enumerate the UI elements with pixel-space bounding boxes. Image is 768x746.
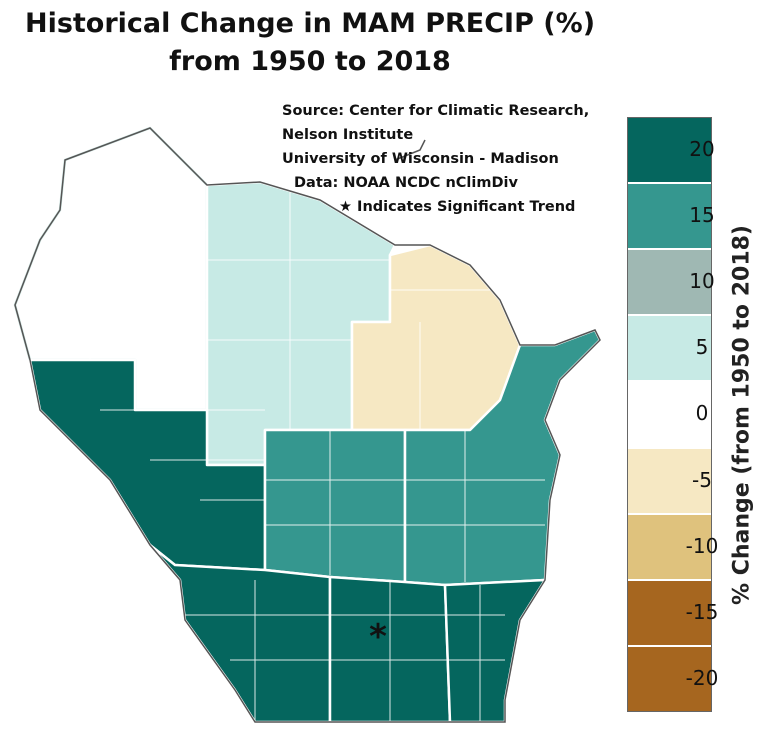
legend-label: 10 (689, 269, 715, 294)
legend-swatch (628, 646, 711, 711)
legend-swatch (628, 184, 711, 251)
legend-swatch (628, 250, 711, 317)
legend-label: -5 (692, 467, 712, 492)
state-outline (14, 127, 601, 723)
title-line-2: from 1950 to 2018 (169, 46, 451, 77)
legend-label: 15 (689, 203, 715, 228)
source-line-4: Data: NOAA NCDC nClimDiv (294, 175, 518, 191)
legend-label: 5 (695, 335, 709, 360)
legend-label: -10 (685, 533, 719, 558)
legend-swatch (628, 382, 711, 449)
significant-trend-star-icon: * (369, 617, 387, 657)
legend-swatch (628, 514, 711, 581)
source-line-2: Nelson Institute (282, 127, 414, 143)
title-line-1: Historical Change in MAM PRECIP (%) (24, 8, 596, 39)
legend-swatch (628, 118, 711, 185)
legend-swatch (628, 580, 711, 647)
legend-label: -20 (685, 665, 719, 690)
legend-label: 0 (695, 401, 709, 426)
source-line-5: ★ Indicates Significant Trend (339, 199, 576, 215)
source-line-1: Source: Center for Climatic Research, (282, 103, 590, 119)
color-legend (627, 117, 712, 712)
legend-swatch (628, 448, 711, 515)
legend-label: -15 (685, 599, 719, 624)
region-southeast (443, 578, 547, 724)
legend-swatch (628, 316, 711, 383)
legend-label: 20 (689, 137, 715, 161)
legend-axis-label: % Change (from 1950 to 2018) (729, 225, 755, 605)
region-central (263, 428, 407, 584)
source-line-3: University of Wisconsin - Madison (282, 151, 559, 167)
